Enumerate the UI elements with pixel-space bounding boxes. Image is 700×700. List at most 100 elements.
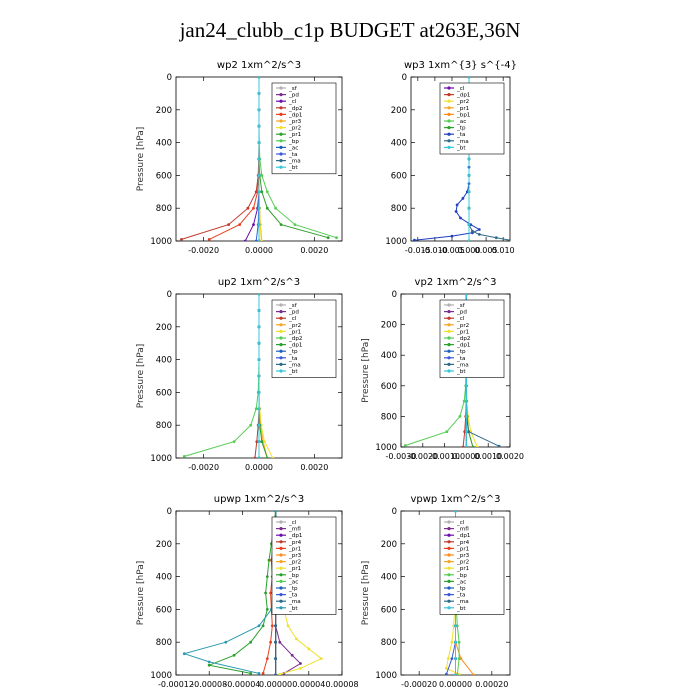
legend-marker (447, 99, 451, 103)
legend-marker (279, 606, 283, 610)
x-tick-label: 0.000 (458, 246, 481, 255)
data-point (299, 662, 302, 665)
x-tick-label: -0.005 (439, 246, 465, 255)
legend-label: _bp1 (456, 112, 471, 118)
legend-marker (447, 369, 451, 373)
data-point (467, 430, 470, 434)
data-point (446, 657, 450, 660)
data-point (465, 294, 468, 296)
legend-label: _ac (456, 579, 466, 585)
data-point (270, 624, 274, 628)
legend-label: _pr2 (456, 323, 469, 329)
legend-marker (447, 573, 451, 577)
y-tick-label: 400 (156, 139, 172, 149)
data-point (232, 653, 236, 657)
data-point (265, 206, 269, 210)
data-point (465, 399, 468, 403)
data-point (475, 445, 479, 447)
legend-marker (279, 159, 283, 163)
y-tick-label: 0 (402, 73, 407, 83)
legend-marker (279, 527, 283, 531)
legend-marker (279, 566, 283, 570)
data-point (450, 234, 454, 238)
data-point (252, 206, 255, 210)
data-point (257, 358, 261, 361)
x-tick-label: 0.0020 (300, 246, 328, 255)
legend-label: _pr2 (288, 126, 301, 132)
legend-marker (447, 139, 451, 143)
legend-label: _pr1 (456, 546, 470, 552)
y-axis-label: Pressure [hPa] (361, 338, 371, 403)
data-point (257, 423, 261, 427)
y-axis-label: Pressure [hPa] (361, 561, 371, 626)
data-point (454, 673, 457, 675)
data-point (445, 672, 448, 675)
legend-label: _dp1 (288, 343, 303, 349)
legend-marker (279, 132, 283, 136)
data-point (307, 647, 311, 651)
y-tick-label: 0 (167, 73, 172, 83)
y-tick-label: 200 (156, 106, 172, 116)
legend-label: _dp2 (288, 336, 302, 342)
chart-panel-1: wp2 1xm^2/s^3 Pressure [hPa] 0 200 400 600 800… (136, 60, 343, 255)
data-point (508, 238, 510, 241)
data-point (264, 591, 267, 595)
panel-title: upwp 1xm^2/s^3 (214, 494, 304, 505)
data-point (257, 407, 261, 411)
y-axis-label: Pressure [hPa] (136, 344, 146, 409)
y-tick-label: 1000 (375, 443, 397, 453)
legend-marker (279, 593, 283, 597)
legend-marker (447, 145, 451, 149)
data-point (467, 157, 471, 161)
legend-marker (279, 546, 283, 551)
chart-panel-6: vpwp 1xm^2/s^3 Pressure [hPa] 0 200 400 600 80… (361, 494, 511, 689)
legend-label: _pr1 (288, 566, 302, 572)
data-point (467, 206, 471, 210)
data-point (445, 430, 449, 434)
legend-label: _pd (288, 93, 299, 99)
legend-label: _pr4 (456, 540, 470, 546)
legend-label: _ac (288, 579, 298, 585)
legend-marker (447, 323, 451, 327)
legend-label: _pr2 (288, 560, 301, 566)
data-point (279, 223, 283, 227)
data-point (182, 652, 186, 656)
legend-marker (279, 349, 283, 353)
legend-marker (279, 560, 283, 564)
legend-label: _bt (288, 606, 298, 612)
chart-panel-4: vp2 1xm^2/s^3 Pressure [hPa] 0 200 400 600 800… (361, 277, 524, 461)
x-tick-label: -0.00008 (191, 680, 227, 689)
legend-marker (447, 112, 451, 116)
legend-marker (447, 343, 451, 347)
data-point (182, 455, 186, 458)
data-point (257, 440, 261, 443)
data-point (465, 415, 468, 418)
legend-label: _bp (288, 139, 299, 145)
legend-label: _cl (456, 520, 465, 526)
panel-title: vp2 1xm^2/s^3 (415, 277, 497, 288)
legend-marker (279, 145, 283, 149)
legend-marker (447, 106, 451, 110)
legend-label: _pr1 (456, 106, 470, 112)
legend-marker (447, 336, 451, 340)
legend-label: _pr3 (456, 553, 470, 559)
plot-frame (175, 510, 343, 676)
legend-label: _pr2 (456, 99, 469, 105)
legend-marker (279, 106, 283, 110)
data-point (454, 210, 458, 213)
data-point (232, 440, 236, 443)
y-tick-label: 1000 (150, 671, 172, 681)
y-tick-label: 1000 (150, 454, 172, 464)
y-tick-label: 800 (156, 638, 172, 648)
data-point (207, 660, 211, 664)
data-point (267, 558, 271, 562)
legend-label: _dp2 (288, 106, 302, 112)
legend-label: _bp (456, 573, 467, 579)
legend-label: _ma (456, 599, 469, 605)
legend-label: _mfl (288, 527, 301, 533)
data-point (278, 672, 282, 675)
legend-label: _bt (456, 369, 466, 375)
x-tick-label: -0.0020 (188, 246, 219, 255)
legend-marker (279, 316, 283, 320)
legend-marker (447, 349, 451, 353)
